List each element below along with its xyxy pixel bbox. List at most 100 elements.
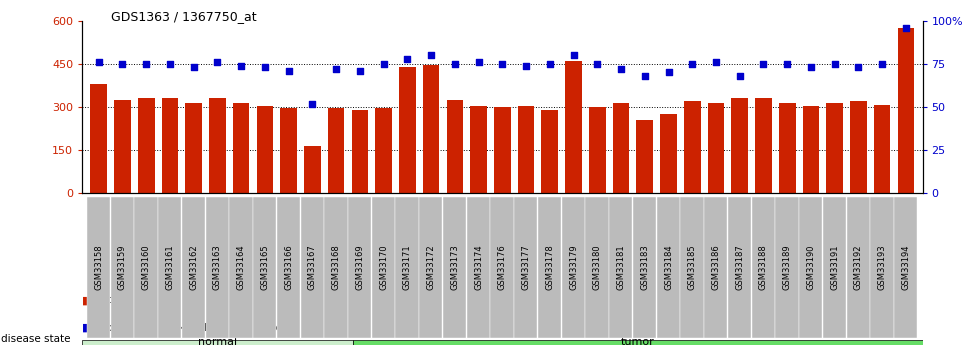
Text: GSM33189: GSM33189 xyxy=(782,245,792,290)
Point xyxy=(755,61,771,67)
Text: GSM33181: GSM33181 xyxy=(616,245,626,290)
Point xyxy=(827,61,842,67)
Bar xyxy=(233,103,249,193)
Text: GSM33190: GSM33190 xyxy=(807,245,815,290)
Point xyxy=(400,56,415,61)
Bar xyxy=(376,108,392,193)
Bar xyxy=(589,107,606,193)
Point xyxy=(661,70,676,75)
Point xyxy=(138,61,154,67)
Point xyxy=(257,65,272,70)
Bar xyxy=(399,67,415,193)
Point xyxy=(613,66,629,72)
Text: GSM33187: GSM33187 xyxy=(735,245,744,290)
Bar xyxy=(91,84,107,193)
Text: disease state: disease state xyxy=(1,334,71,344)
Text: GSM33162: GSM33162 xyxy=(189,245,198,290)
Bar xyxy=(542,110,558,193)
Point xyxy=(281,68,297,73)
Text: ■: ■ xyxy=(82,323,96,333)
Point xyxy=(589,61,605,67)
Bar xyxy=(803,106,819,193)
Point xyxy=(353,68,368,73)
Bar xyxy=(353,340,923,345)
Point xyxy=(115,61,130,67)
Bar xyxy=(779,103,796,193)
Bar xyxy=(684,101,700,193)
Point xyxy=(542,61,557,67)
Point xyxy=(210,59,225,65)
Point xyxy=(470,59,486,65)
Text: percentile rank within the sample: percentile rank within the sample xyxy=(106,323,282,333)
Point xyxy=(304,101,320,106)
Text: GSM33169: GSM33169 xyxy=(355,245,364,290)
Bar xyxy=(494,107,511,193)
Text: GSM33164: GSM33164 xyxy=(237,245,245,290)
Bar xyxy=(755,98,772,193)
Text: GSM33158: GSM33158 xyxy=(95,245,103,290)
Point xyxy=(328,66,344,72)
Text: GSM33192: GSM33192 xyxy=(854,245,863,290)
Point xyxy=(851,65,867,70)
Point xyxy=(423,52,439,58)
Text: GSM33174: GSM33174 xyxy=(474,245,483,290)
Bar xyxy=(209,98,226,193)
Text: GSM33194: GSM33194 xyxy=(901,245,910,290)
Point xyxy=(803,65,818,70)
Bar xyxy=(660,114,677,193)
Bar xyxy=(612,103,629,193)
Bar xyxy=(114,100,130,193)
Point xyxy=(234,63,249,68)
Text: GSM33178: GSM33178 xyxy=(545,245,554,290)
Text: GSM33163: GSM33163 xyxy=(213,245,222,290)
Point xyxy=(162,61,178,67)
Text: GSM33184: GSM33184 xyxy=(664,245,673,290)
Text: GSM33171: GSM33171 xyxy=(403,245,412,290)
Bar xyxy=(280,108,297,193)
Text: GSM33191: GSM33191 xyxy=(830,245,839,290)
Bar xyxy=(304,146,321,193)
Point xyxy=(186,65,202,70)
Bar xyxy=(731,98,748,193)
Point xyxy=(91,59,106,65)
Bar xyxy=(518,106,534,193)
Bar xyxy=(138,98,155,193)
Text: GSM33186: GSM33186 xyxy=(712,245,721,290)
Text: GSM33167: GSM33167 xyxy=(308,245,317,290)
Point xyxy=(708,59,724,65)
Bar xyxy=(637,120,653,193)
Bar xyxy=(897,28,914,193)
Text: GSM33168: GSM33168 xyxy=(331,245,341,290)
Bar xyxy=(327,108,345,193)
Bar xyxy=(161,98,179,193)
Text: GSM33161: GSM33161 xyxy=(165,245,175,290)
Point xyxy=(898,25,914,30)
Text: GSM33176: GSM33176 xyxy=(497,245,507,290)
Text: GSM33188: GSM33188 xyxy=(759,245,768,290)
Bar xyxy=(423,65,440,193)
Text: ■: ■ xyxy=(82,295,96,305)
Text: normal: normal xyxy=(198,337,237,345)
Bar xyxy=(185,103,202,193)
Point xyxy=(874,61,890,67)
Bar xyxy=(352,110,368,193)
Text: GSM33193: GSM33193 xyxy=(878,245,887,290)
Bar xyxy=(826,103,843,193)
Bar xyxy=(257,106,273,193)
Text: GSM33177: GSM33177 xyxy=(522,245,530,290)
Point xyxy=(495,61,510,67)
Text: GSM33185: GSM33185 xyxy=(688,245,696,290)
Text: GSM33159: GSM33159 xyxy=(118,245,127,290)
Text: GSM33166: GSM33166 xyxy=(284,245,293,290)
Text: GSM33170: GSM33170 xyxy=(379,245,388,290)
Text: tumor: tumor xyxy=(621,337,655,345)
Text: GSM33165: GSM33165 xyxy=(261,245,270,290)
Bar xyxy=(565,61,582,193)
Text: GDS1363 / 1367750_at: GDS1363 / 1367750_at xyxy=(111,10,257,23)
Text: GSM33183: GSM33183 xyxy=(640,245,649,290)
Point xyxy=(447,61,463,67)
Text: GSM33172: GSM33172 xyxy=(427,245,436,290)
Bar xyxy=(470,106,487,193)
Point xyxy=(685,61,700,67)
Bar xyxy=(874,105,891,193)
